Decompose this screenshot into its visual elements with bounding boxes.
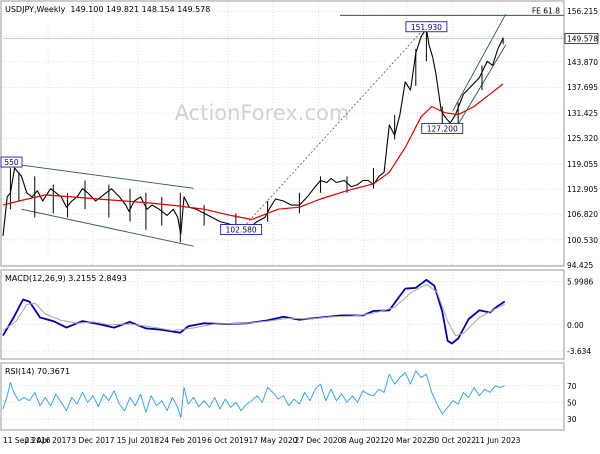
ema-line — [2, 83, 504, 221]
channel-2-lower — [452, 44, 507, 134]
price-y-tick-label: 119.055 — [567, 160, 598, 169]
macd-line — [2, 278, 506, 345]
price-annotation-box — [0, 156, 23, 168]
channel-1-lower — [21, 208, 194, 247]
x-tick-label: 11 Sep 2016 — [3, 436, 51, 445]
price-annotation-box — [405, 21, 448, 33]
x-tick-label: 24 Feb 2019 — [160, 436, 207, 445]
rsi-line — [2, 370, 505, 418]
x-tick-label: 17 May 2020 — [248, 436, 297, 445]
x-tick-label: 23 Apr 2017 — [25, 436, 72, 445]
signal-line — [2, 283, 505, 337]
x-tick-label: 30 Oct 2022 — [430, 436, 477, 445]
price-annotation-label: 151.930 — [411, 23, 442, 32]
x-tick-label: 27 Dec 2020 — [294, 436, 342, 445]
price-y-tick-label: 106.820 — [567, 210, 598, 219]
x-tick-label: 3 Dec 2017 — [71, 436, 114, 445]
price-annotation-box — [220, 224, 263, 235]
price-y-tick-label: 112.905 — [567, 185, 598, 194]
fe-618-label: FE 61.8 — [532, 6, 560, 15]
channel-1-upper — [7, 162, 194, 189]
rsi-y-tick-label: 30 — [567, 415, 577, 424]
price-annotation-box — [421, 122, 464, 134]
price-y-tick-label: 125.320 — [567, 134, 598, 143]
rsi-y-tick-label: 70 — [567, 382, 577, 391]
rsi-y-tick-label: 50 — [567, 398, 577, 407]
price-annotation-label: 127.200 — [427, 124, 458, 133]
channel-2-upper — [452, 13, 507, 111]
current-price-tag — [564, 33, 599, 44]
price-y-tick-label: 137.695 — [567, 83, 598, 92]
price-y-tick-label: 100.530 — [567, 236, 598, 245]
x-tick-label: 6 Oct 2019 — [207, 436, 249, 445]
macd-y-tick-label: -3.634 — [567, 347, 591, 356]
price-y-tick-label: 143.870 — [567, 58, 598, 67]
current-price-tag-label: 149.578 — [567, 34, 598, 43]
macd-panel-title: MACD(12,26,9) 3.2155 2.8493 — [5, 274, 127, 283]
price-y-tick-label: 94.425 — [567, 261, 593, 270]
price-panel-title: USDJPY,Weekly 149.100 149.821 148.154 149… — [5, 5, 210, 14]
projection-line — [240, 19, 432, 231]
x-tick-label: 20 Mar 2022 — [384, 436, 432, 445]
price-y-tick-label: 156.215 — [567, 7, 598, 16]
price-panel-frame — [0, 0, 565, 267]
macd-panel-frame — [0, 269, 565, 360]
x-tick-label: 15 Jul 2018 — [117, 436, 160, 445]
x-tick-label: 8 Aug 2021 — [342, 436, 385, 445]
macd-y-tick-label: 5.9986 — [567, 277, 593, 286]
macd-y-tick-label: 0.00 — [567, 321, 584, 330]
price-y-tick-label: 131.425 — [567, 109, 598, 118]
price-annotation-label: 550 — [4, 158, 19, 167]
rsi-panel-title: RSI(14) 70.3671 — [5, 367, 70, 376]
x-tick-label: 11 Jun 2023 — [475, 436, 520, 445]
price-annotation-label: 102.580 — [226, 225, 257, 234]
